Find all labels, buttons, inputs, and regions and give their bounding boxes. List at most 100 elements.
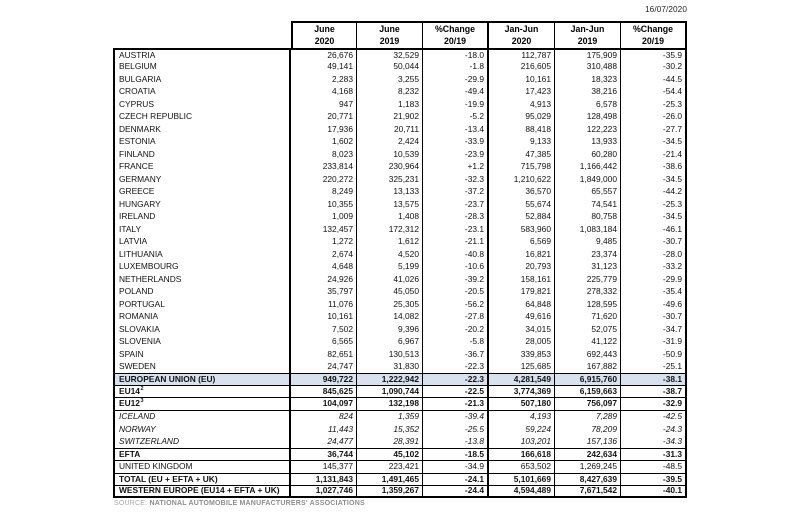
- cell-value: -38.6: [621, 160, 687, 173]
- cell-value: 132,457: [291, 223, 357, 236]
- cell-value: -22.3: [423, 373, 489, 386]
- cell-value: 50,044: [357, 60, 423, 73]
- row-label-text: SWITZERLAND: [119, 436, 180, 447]
- cell-value: -30.2: [621, 60, 687, 73]
- cell-value: -34.7: [621, 323, 687, 336]
- cell-value: 74,541: [555, 198, 621, 211]
- table-row: DENMARK 17,936 20,711 -13.4 88,418 122,223 -27…: [113, 123, 687, 136]
- header-line2: 2020: [314, 35, 335, 46]
- cell-value: 10,161: [291, 310, 357, 323]
- cell-value: 36,744: [291, 448, 357, 461]
- row-label-text: CROATIA: [119, 86, 156, 97]
- cell-value: -39.5: [621, 473, 687, 486]
- cell-value: -20.2: [423, 323, 489, 336]
- cell-value: 4,193: [489, 410, 555, 423]
- table-row: UNITED KINGDOM 145,377 223,421 -34.9 653,502…: [113, 460, 687, 473]
- row-label-text: CZECH REPUBLIC: [119, 111, 193, 122]
- cell-value: 41,122: [555, 335, 621, 348]
- cell-value: 24,926: [291, 273, 357, 286]
- row-label-text: ESTONIA: [119, 136, 156, 147]
- row-label-text: UNITED KINGDOM: [119, 461, 193, 472]
- cell-value: -40.1: [621, 485, 687, 498]
- table-row: SWITZERLAND 24,477 28,391 -13.8 103,201 157,1…: [113, 435, 687, 448]
- cell-value: 1,210,622: [489, 173, 555, 186]
- cell-value: 31,123: [555, 260, 621, 273]
- table-row: ICELAND 824 1,359 -39.4 4,193 7,289 -42.5: [113, 410, 687, 423]
- cell-value: -20.5: [423, 285, 489, 298]
- cell-value: 8,427,639: [555, 473, 621, 486]
- row-label-text: WESTERN EUROPE (EU14 + EFTA + UK): [119, 485, 280, 496]
- row-label: WESTERN EUROPE (EU14 + EFTA + UK): [113, 485, 291, 498]
- cell-value: -28.0: [621, 248, 687, 261]
- cell-value: 49,141: [291, 60, 357, 73]
- table-row: NORWAY 11,443 15,352 -25.5 59,224 78,209 -24.3: [113, 423, 687, 436]
- cell-value: 507,180: [489, 398, 555, 411]
- cell-value: 34,015: [489, 323, 555, 336]
- cell-value: 24,477: [291, 435, 357, 448]
- cell-value: 7,671,542: [555, 485, 621, 498]
- table-row: SPAIN 82,651 130,513 -36.7 339,853 692,443 -50…: [113, 348, 687, 361]
- cell-value: -46.1: [621, 223, 687, 236]
- row-label-text: SLOVENIA: [119, 336, 161, 347]
- header-line1: Jan-Jun: [570, 24, 605, 34]
- cell-value: 4,648: [291, 260, 357, 273]
- cell-value: 20,793: [489, 260, 555, 273]
- cell-value: -27.7: [621, 123, 687, 136]
- cell-value: 4,168: [291, 85, 357, 98]
- cell-value: 64,848: [489, 298, 555, 311]
- header-cell: June 2019: [357, 21, 423, 48]
- cell-value: 166,618: [489, 448, 555, 461]
- row-label: EU14 2: [113, 385, 291, 398]
- cell-value: 9,396: [357, 323, 423, 336]
- cell-value: 47,385: [489, 148, 555, 161]
- table-row: SLOVAKIA 7,502 9,396 -20.2 34,015 52,075 -34.7: [113, 323, 687, 336]
- cell-value: 25,305: [357, 298, 423, 311]
- row-label-text: BULGARIA: [119, 73, 162, 84]
- table-header-row: June 2020 June 2019 %Change 20/19 Jan-Jun 2020 J…: [113, 21, 687, 48]
- table-row: GREECE 8,249 13,133 -37.2 36,570 65,557 -44.2: [113, 185, 687, 198]
- table-row: EUROPEAN UNION (EU) 949,722 1,222,942 -22.3…: [113, 373, 687, 386]
- row-label-text: GREECE: [119, 186, 155, 197]
- cell-value: 2,283: [291, 73, 357, 86]
- cell-value: 1,166,442: [555, 160, 621, 173]
- cell-value: 52,884: [489, 210, 555, 223]
- cell-value: -42.5: [621, 410, 687, 423]
- cell-value: 10,539: [357, 148, 423, 161]
- cell-value: 947: [291, 98, 357, 111]
- cell-value: 2,424: [357, 135, 423, 148]
- row-label: ROMANIA: [113, 310, 291, 323]
- row-label: ITALY: [113, 223, 291, 236]
- cell-value: 1,272: [291, 235, 357, 248]
- report-date: 16/07/2020: [645, 5, 687, 14]
- cell-value: 80,758: [555, 210, 621, 223]
- row-label-text: AUSTRIA: [119, 49, 156, 60]
- cell-value: -27.8: [423, 310, 489, 323]
- cell-value: 28,391: [357, 435, 423, 448]
- cell-value: 653,502: [489, 460, 555, 473]
- row-label: ICELAND: [113, 410, 291, 423]
- row-label-text: LITHUANIA: [119, 248, 163, 259]
- cell-value: 223,421: [357, 460, 423, 473]
- cell-value: -31.3: [621, 448, 687, 461]
- cell-value: -34.3: [621, 435, 687, 448]
- row-label: EFTA: [113, 448, 291, 461]
- row-label-text: HUNGARY: [119, 198, 161, 209]
- cell-value: -25.5: [423, 423, 489, 436]
- header-line1: June: [314, 24, 335, 34]
- row-label: AUSTRIA: [113, 48, 291, 61]
- footnote-marker: 3: [140, 398, 144, 405]
- cell-value: 1,849,000: [555, 173, 621, 186]
- cell-value: 157,136: [555, 435, 621, 448]
- cell-value: 20,711: [357, 123, 423, 136]
- table-row: GERMANY 220,272 325,231 -32.3 1,210,622 1,849…: [113, 173, 687, 186]
- cell-value: 949,722: [291, 373, 357, 386]
- cell-value: 4,594,489: [489, 485, 555, 498]
- row-label-text: CYPRUS: [119, 98, 154, 109]
- cell-value: 1,083,184: [555, 223, 621, 236]
- cell-value: -38.7: [621, 385, 687, 398]
- cell-value: -5.8: [423, 335, 489, 348]
- table-row: IRELAND 1,009 1,408 -28.3 52,884 80,758 -34.5: [113, 210, 687, 223]
- cell-value: 6,569: [489, 235, 555, 248]
- cell-value: -34.5: [621, 210, 687, 223]
- cell-value: 6,967: [357, 335, 423, 348]
